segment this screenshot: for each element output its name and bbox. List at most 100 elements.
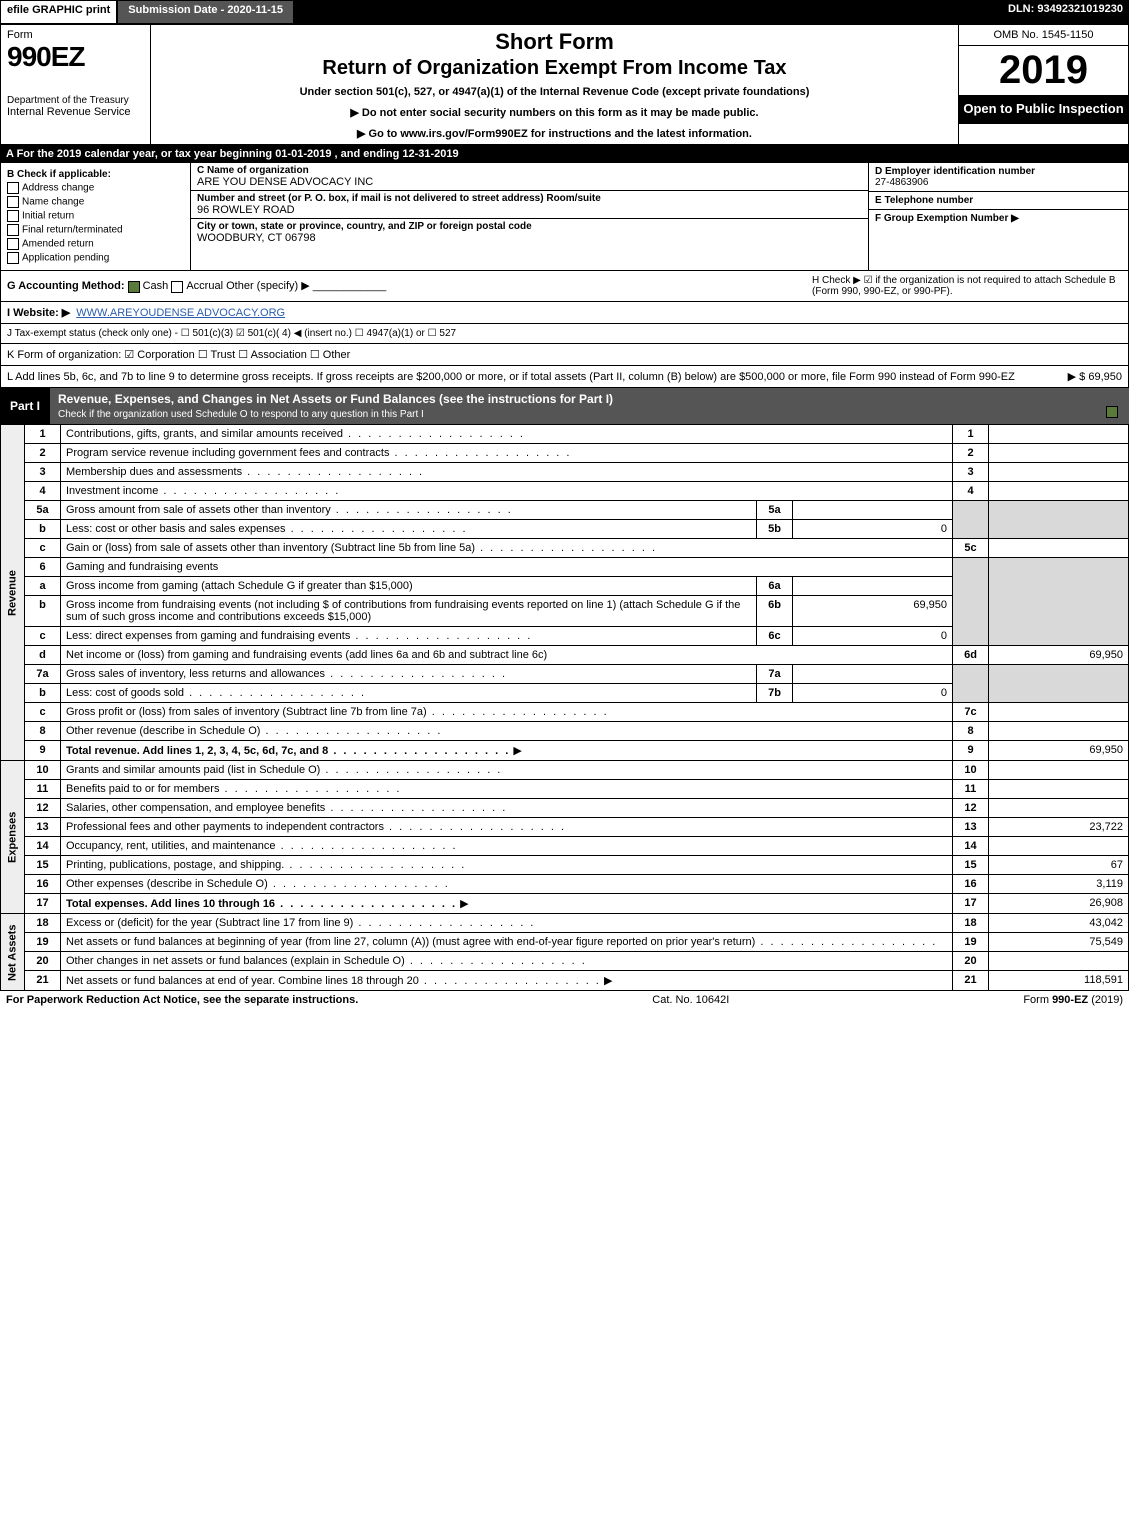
line-15-val: 67 [989,856,1129,875]
check-application-pending[interactable]: Application pending [7,252,184,264]
arrow-icon: ▶ [460,898,468,910]
row-j: J Tax-exempt status (check only one) - ☐… [0,324,1129,344]
line-6-desc: Gaming and fundraising events [61,558,953,577]
check-name-change[interactable]: Name change [7,196,184,208]
row-k: K Form of organization: ☑ Corporation ☐ … [0,344,1129,366]
line-6b-val: 69,950 [793,596,953,627]
line-8-val [989,722,1129,741]
arrow-icon: ▶ [513,745,521,757]
line-5a-desc: Gross amount from sale of assets other t… [66,504,513,516]
check-final-return[interactable]: Final return/terminated [7,224,184,236]
website-link[interactable]: WWW.AREYOUDENSE ADVOCACY.ORG [76,307,285,319]
line-14-val [989,837,1129,856]
tel-label: E Telephone number [875,195,973,206]
part1-schedule-o-check[interactable] [1106,406,1118,418]
row-l-amount: ▶ $ 69,950 [1068,370,1122,383]
part1-title: Revenue, Expenses, and Changes in Net As… [50,388,1129,424]
line-10-val [989,761,1129,780]
check-amended-return[interactable]: Amended return [7,238,184,250]
box-b: B Check if applicable: Address change Na… [1,163,191,270]
line-17-desc: Total expenses. Add lines 10 through 16 [66,898,457,910]
check-initial-return[interactable]: Initial return [7,210,184,222]
line-6b-desc: Gross income from fundraising events (no… [61,596,757,627]
line-7c-val [989,703,1129,722]
line-21-val: 118,591 [989,971,1129,991]
line-7c-desc: Gross profit or (loss) from sales of inv… [66,706,609,718]
row-l: L Add lines 5b, 6c, and 7b to line 9 to … [0,366,1129,388]
ein: 27-4863906 [875,177,928,188]
part1-table: Revenue 1 Contributions, gifts, grants, … [0,424,1129,991]
form-word: Form [7,29,144,41]
city-label: City or town, state or province, country… [197,221,862,232]
spacer [294,0,1002,24]
line-9-val: 69,950 [989,741,1129,761]
line-7a-desc: Gross sales of inventory, less returns a… [66,668,507,680]
net-assets-label: Net Assets [1,914,25,991]
line-1-val [989,425,1129,444]
open-to-public: Open to Public Inspection [959,95,1128,124]
note-ssn: ▶ Do not enter social security numbers o… [157,106,952,119]
subtitle: Under section 501(c), 527, or 4947(a)(1)… [157,86,952,98]
line-2-val [989,444,1129,463]
form-header: Form 990EZ Department of the Treasury In… [0,24,1129,145]
line-20-desc: Other changes in net assets or fund bala… [66,955,587,967]
line-7a-val [793,665,953,684]
line-6c-val: 0 [793,627,953,646]
check-address-change[interactable]: Address change [7,182,184,194]
footer-left: For Paperwork Reduction Act Notice, see … [6,994,358,1006]
irs: Internal Revenue Service [7,106,144,118]
line-13-desc: Professional fees and other payments to … [66,821,566,833]
line-5b-val: 0 [793,520,953,539]
line-19-desc: Net assets or fund balances at beginning… [66,936,937,948]
line-19-val: 75,549 [989,933,1129,952]
line-14-desc: Occupancy, rent, utilities, and maintena… [66,840,458,852]
addr-label: Number and street (or P. O. box, if mail… [197,193,862,204]
line-20-val [989,952,1129,971]
line-16-desc: Other expenses (describe in Schedule O) [66,878,450,890]
ein-label: D Employer identification number [875,166,1035,177]
part1-header: Part I Revenue, Expenses, and Changes in… [0,388,1129,424]
tax-year: 2019 [959,46,1128,95]
box-def: D Employer identification number 27-4863… [868,163,1128,270]
line-3-val [989,463,1129,482]
line-5b-desc: Less: cost or other basis and sales expe… [66,523,468,535]
top-bar: efile GRAPHIC print Submission Date - 20… [0,0,1129,24]
line-13-val: 23,722 [989,818,1129,837]
footer-mid: Cat. No. 10642I [652,994,729,1006]
line-12-desc: Salaries, other compensation, and employ… [66,802,507,814]
short-form-title: Short Form [157,29,952,55]
line-6d-desc: Net income or (loss) from gaming and fun… [61,646,953,665]
line-21-desc: Net assets or fund balances at end of ye… [66,975,601,987]
line-4-desc: Investment income [66,485,340,497]
submission-date: Submission Date - 2020-11-15 [117,0,294,24]
header-left: Form 990EZ Department of the Treasury In… [1,25,151,144]
check-cash[interactable] [128,281,140,293]
note-link: ▶ Go to www.irs.gov/Form990EZ for instru… [157,127,952,140]
check-accrual[interactable] [171,281,183,293]
page-footer: For Paperwork Reduction Act Notice, see … [0,991,1129,1009]
row-g-h: G Accounting Method: Cash Accrual Other … [0,271,1129,302]
line-7b-val: 0 [793,684,953,703]
return-title: Return of Organization Exempt From Incom… [157,57,952,80]
line-4-val [989,482,1129,501]
line-9-desc: Total revenue. Add lines 1, 2, 3, 4, 5c,… [66,745,510,757]
row-g: G Accounting Method: Cash Accrual Other … [7,279,386,292]
city: WOODBURY, CT 06798 [197,232,316,244]
line-18-val: 43,042 [989,914,1129,933]
arrow-icon: ▶ [604,975,612,987]
efile-print-button[interactable]: efile GRAPHIC print [0,0,117,24]
line-17-val: 26,908 [989,894,1129,914]
dln: DLN: 93492321019230 [1002,0,1129,24]
omb-number: OMB No. 1545-1150 [959,25,1128,46]
department: Department of the Treasury [7,95,144,106]
addr: 96 ROWLEY ROAD [197,204,295,216]
part1-body: Revenue 1 Contributions, gifts, grants, … [0,424,1129,991]
line-6c-desc: Less: direct expenses from gaming and fu… [66,630,532,642]
box-b-title: B Check if applicable: [7,169,184,180]
row-h: H Check ▶ ☑ if the organization is not r… [812,275,1122,297]
revenue-label: Revenue [1,425,25,761]
header-mid: Short Form Return of Organization Exempt… [151,25,958,144]
line-2-desc: Program service revenue including govern… [66,447,571,459]
line-1-desc: Contributions, gifts, grants, and simila… [66,428,525,440]
line-3-desc: Membership dues and assessments [66,466,424,478]
